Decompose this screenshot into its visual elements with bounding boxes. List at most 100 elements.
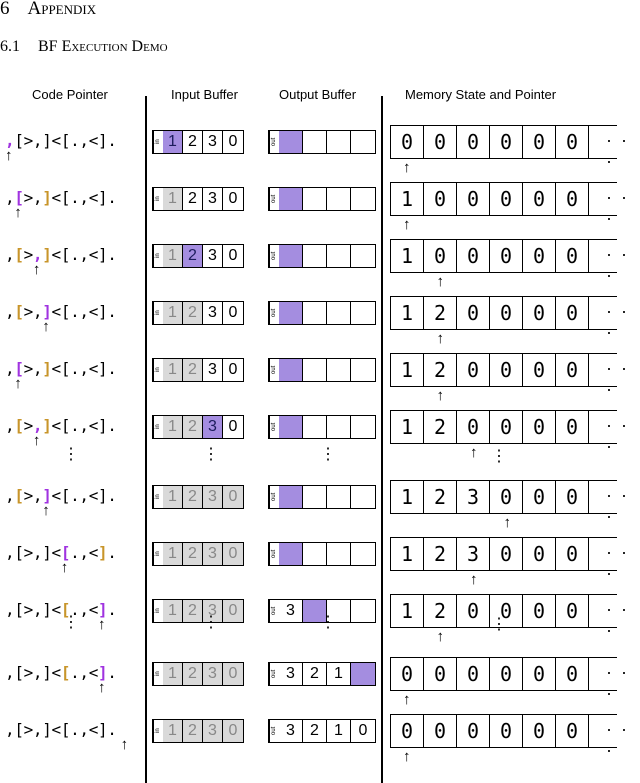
output-cell xyxy=(327,245,351,267)
output-cell xyxy=(279,359,303,381)
section-heading: 6 Appendix xyxy=(0,0,97,19)
memory-tape-tail xyxy=(589,238,617,273)
input-cell: 3 xyxy=(203,245,223,267)
code-char: > xyxy=(23,188,34,207)
code-char: [ xyxy=(60,720,71,739)
input-buffer: in 1 2 3 0 xyxy=(152,542,244,566)
memory-cell: 0 xyxy=(490,715,523,747)
code-char: ] xyxy=(42,543,52,562)
memory-cell: 0 xyxy=(457,240,490,272)
output-cell xyxy=(303,486,327,508)
memory-pointer-arrow: ↑ xyxy=(403,159,411,176)
code-char: > xyxy=(23,543,34,562)
code-pointer-arrow: ↑ xyxy=(5,147,13,164)
memory-cell: 1 xyxy=(391,595,424,627)
input-cell: 0 xyxy=(223,486,243,508)
input-cell: 3 xyxy=(203,188,223,210)
code-char: [ xyxy=(14,600,24,619)
code-char: , xyxy=(32,486,43,505)
memory-cell: 0 xyxy=(556,658,589,690)
code-char: < xyxy=(88,188,99,207)
code-char: > xyxy=(23,600,34,619)
input-tag: in xyxy=(153,663,163,685)
memory-cell: 0 xyxy=(457,126,490,158)
input-vdots: ⋮ xyxy=(203,614,219,631)
output-cell: 3 xyxy=(279,720,303,742)
output-cell xyxy=(279,416,303,438)
code-char: > xyxy=(23,663,34,682)
code-char: < xyxy=(88,543,99,562)
code-vdots: ⋮ xyxy=(63,446,79,463)
input-cell: 3 xyxy=(203,359,223,381)
code-char: ] xyxy=(98,543,108,562)
output-cell xyxy=(279,245,303,267)
code-pointer-arrow: ↑ xyxy=(120,736,129,753)
input-buffer: in 1 2 3 0 xyxy=(152,130,244,154)
output-cell xyxy=(303,416,327,438)
code-char: , xyxy=(5,359,15,378)
code-pointer-arrow: ↑ xyxy=(60,559,69,576)
memory-cell: 1 xyxy=(391,411,424,443)
memory-pointer-arrow: ↑ xyxy=(436,330,445,347)
code-char: . xyxy=(107,416,117,435)
code-char: ] xyxy=(42,663,52,682)
memory-cell: 0 xyxy=(523,240,556,272)
divider-right xyxy=(381,96,383,783)
code-char: , xyxy=(79,188,89,207)
memory-cell: 3 xyxy=(457,481,490,513)
code-pointer-arrow: ↑ xyxy=(14,375,22,392)
code-char: [ xyxy=(14,720,24,739)
code-char: , xyxy=(32,663,43,682)
memory-cell: 2 xyxy=(424,411,457,443)
memory-tape-tail xyxy=(589,124,617,159)
code-char: [ xyxy=(60,245,71,264)
code-char: ] xyxy=(42,359,52,378)
code-char: [ xyxy=(14,245,24,264)
code-char: > xyxy=(23,486,34,505)
input-tag: in xyxy=(153,486,163,508)
input-cell: 3 xyxy=(203,720,223,742)
subsection-heading: 6.1 BF Execution Demo xyxy=(0,38,168,55)
code-char: < xyxy=(88,600,99,619)
input-cell: 2 xyxy=(183,359,203,381)
code-char: [ xyxy=(60,359,71,378)
memory-cell: 0 xyxy=(490,658,523,690)
code-char: < xyxy=(88,359,99,378)
input-vdots: ⋮ xyxy=(203,446,219,463)
code-pointer-arrow: ↑ xyxy=(42,318,50,335)
memory-ellipsis: · · · xyxy=(606,130,629,171)
code-char: , xyxy=(5,663,15,682)
input-cell: 1 xyxy=(163,245,183,267)
code-char: < xyxy=(51,416,62,435)
code-char: [ xyxy=(14,188,24,207)
memory-vdots: ⋮ xyxy=(491,616,507,633)
output-cell xyxy=(327,359,351,381)
input-tag: in xyxy=(153,188,163,210)
output-cell xyxy=(303,302,327,324)
memory-cell: 1 xyxy=(391,240,424,272)
input-cell: 3 xyxy=(203,486,223,508)
code-char: ] xyxy=(98,486,108,505)
memory-cell: 0 xyxy=(490,411,523,443)
memory-ellipsis: · · · xyxy=(606,599,629,640)
memory-pointer-arrow: ↑ xyxy=(403,748,411,765)
trace-row: ,[>,]<[.,<]. ↑ in 1 2 3 0 out 3 2 1 0 0 0 0 0 0 0 · · · ↑ xyxy=(0,713,640,769)
code-char: , xyxy=(32,543,43,562)
input-cell: 3 xyxy=(203,131,223,153)
trace-row: ,[>,]<[.,<]. ↑ in 1 2 3 0 out 1 2 0 0 0 0 · · · ↑ xyxy=(0,409,640,465)
code-char: ] xyxy=(42,416,52,435)
memory-cell: 0 xyxy=(556,240,589,272)
memory-ellipsis: · · · xyxy=(606,719,629,760)
code-char: [ xyxy=(60,600,71,619)
memory-cell: 0 xyxy=(424,715,457,747)
code-char: . xyxy=(70,543,80,562)
trace-row: ,[>,]<[.,<]. ↑ in 1 2 3 0 out 1 2 3 0 0 0 · · · ↑ xyxy=(0,536,640,592)
memory-cell: 2 xyxy=(424,595,457,627)
output-cell: 1 xyxy=(327,663,351,685)
input-cell: 1 xyxy=(163,543,183,565)
output-tag: out xyxy=(269,663,279,685)
memory-cell: 0 xyxy=(556,183,589,215)
input-cell: 0 xyxy=(223,543,243,565)
